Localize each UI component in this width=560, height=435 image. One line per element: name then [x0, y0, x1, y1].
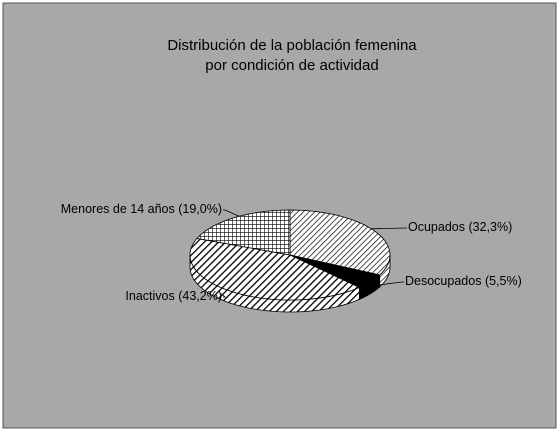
value-label: (5,5%) [485, 274, 522, 288]
slice-label: Menores de 14 años (19,0%) [61, 202, 222, 216]
leader-line [220, 293, 227, 298]
chart-title: Distribución de la población femenina [167, 37, 417, 54]
chart-title: por condición de actividad [205, 57, 378, 74]
pie-slice [289, 209, 391, 276]
slice-label: Desocupados (5,5%) [405, 274, 522, 288]
pie-slice [189, 237, 361, 301]
leader-line [371, 227, 407, 230]
category-label: Menores de 14 años [61, 202, 175, 216]
value-label: (32,3%) [468, 220, 512, 234]
leader-line [223, 209, 240, 217]
category-label: Desocupados [405, 274, 481, 288]
slice-label: Ocupados (32,3%) [408, 220, 512, 234]
value-label: (19,0%) [178, 202, 222, 216]
pie-slice [196, 209, 291, 256]
category-label: Ocupados [408, 220, 465, 234]
category-label: Inactivos [125, 289, 174, 303]
slice-label: Inactivos (43,2%) [125, 289, 222, 303]
leader-line [373, 281, 404, 287]
pie-slice [289, 254, 381, 288]
value-label: (43,2%) [178, 289, 222, 303]
